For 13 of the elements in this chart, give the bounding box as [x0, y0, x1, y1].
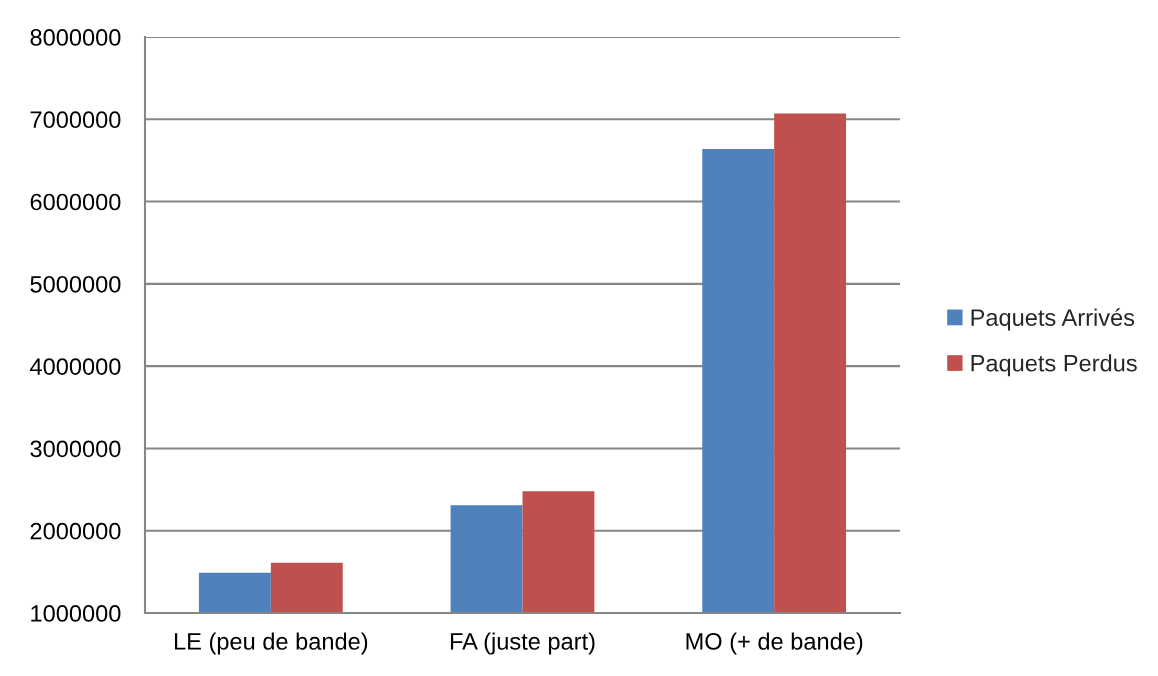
y-tick-label: 3000000: [30, 440, 121, 458]
y-tick-label: 8000000: [30, 29, 121, 46]
y-tick-label: 4000000: [30, 358, 121, 375]
y-tick-label: 1000000: [31, 605, 121, 622]
y-tick-label: 5000000: [30, 275, 121, 293]
y-tick-label: 2000000: [30, 522, 121, 540]
x-tick-label: MO (+ de bande): [686, 632, 863, 655]
y-tick-label: 6000000: [30, 193, 121, 211]
y-tick-label: 7000000: [30, 111, 121, 129]
x-tick-label: FA (juste part): [450, 632, 595, 655]
x-tick-label: LE (peu de bande): [174, 632, 368, 655]
legend-label: Paquets Arrivés: [971, 308, 1135, 331]
legend-label: Paquets Perdus: [971, 354, 1137, 377]
